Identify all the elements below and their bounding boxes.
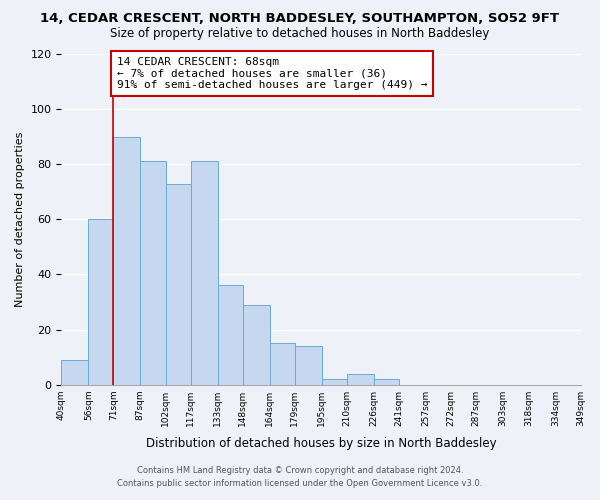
Text: 14 CEDAR CRESCENT: 68sqm
← 7% of detached houses are smaller (36)
91% of semi-de: 14 CEDAR CRESCENT: 68sqm ← 7% of detache…: [117, 57, 427, 90]
Bar: [322, 379, 347, 384]
Bar: [374, 379, 399, 384]
Bar: [191, 162, 218, 384]
Bar: [61, 360, 88, 384]
Bar: [270, 344, 295, 384]
Bar: [113, 136, 140, 384]
Y-axis label: Number of detached properties: Number of detached properties: [15, 132, 25, 307]
Text: 14, CEDAR CRESCENT, NORTH BADDESLEY, SOUTHAMPTON, SO52 9FT: 14, CEDAR CRESCENT, NORTH BADDESLEY, SOU…: [41, 12, 560, 26]
Bar: [166, 184, 191, 384]
Text: Contains HM Land Registry data © Crown copyright and database right 2024.
Contai: Contains HM Land Registry data © Crown c…: [118, 466, 482, 487]
Bar: [218, 286, 243, 384]
Bar: [88, 220, 113, 384]
Bar: [243, 304, 270, 384]
Bar: [295, 346, 322, 385]
X-axis label: Distribution of detached houses by size in North Baddesley: Distribution of detached houses by size …: [146, 437, 496, 450]
Bar: [140, 162, 166, 384]
Bar: [347, 374, 374, 384]
Text: Size of property relative to detached houses in North Baddesley: Size of property relative to detached ho…: [110, 28, 490, 40]
